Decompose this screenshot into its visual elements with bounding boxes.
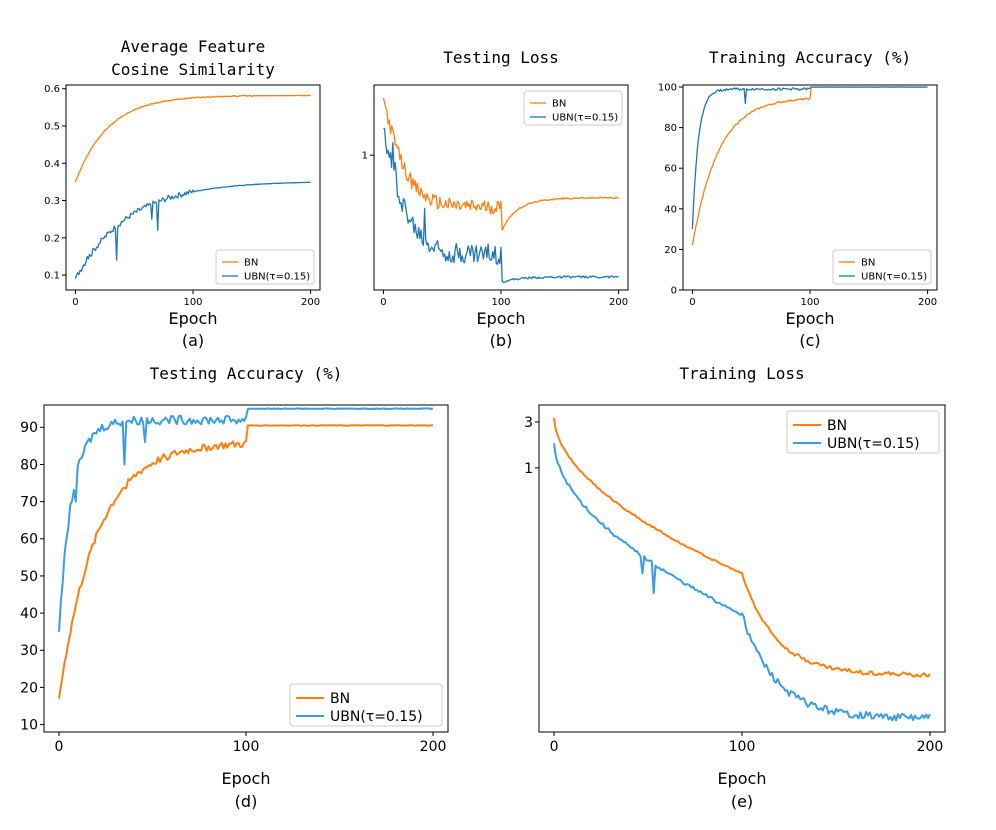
- legend: BN UBN(τ=0.15): [289, 683, 443, 727]
- y-tick-label: 20: [664, 245, 677, 256]
- series-line-ubn: [58, 407, 434, 632]
- series-line-bn: [382, 97, 619, 231]
- y-tick-label: 90: [20, 420, 38, 436]
- x-tick-label: 100: [800, 297, 819, 308]
- x-tick-label: 100: [233, 739, 260, 755]
- x-tick-label: 200: [609, 297, 628, 308]
- x-tick-label: 0: [380, 297, 386, 308]
- series-line-bn: [553, 417, 931, 678]
- series-line-ubn: [691, 86, 928, 230]
- y-tick-label: 50: [20, 569, 38, 585]
- chart-c: Training Accuracy (%) 0 100 200 0 20 40 60 80 100…: [658, 48, 938, 350]
- y-tick-label: 1: [362, 151, 368, 162]
- y-tick-label: 0: [671, 286, 677, 297]
- x-tick-label: 200: [301, 297, 320, 308]
- legend-label: BN: [552, 99, 566, 110]
- x-axis-label: Epoch: [786, 309, 835, 328]
- legend-label: BN: [827, 418, 847, 434]
- chart-title: Training Loss: [679, 364, 804, 383]
- series-line-ubn: [553, 443, 931, 722]
- series-line-bn: [58, 424, 434, 699]
- legend-box: [215, 249, 315, 285]
- y-tick-label: 60: [20, 532, 38, 548]
- figure-caption: (b): [490, 331, 513, 350]
- legend-box: [289, 683, 443, 727]
- y-tick-label: 60: [664, 164, 677, 175]
- figure-caption: (e): [731, 792, 753, 811]
- legend: BN UBN(τ=0.15): [215, 249, 315, 285]
- chart-e: Training Loss 0 100 200 1 3 Epoch (e) BN UBN(τ=0.…: [524, 364, 946, 811]
- chart-b: Testing Loss 0 100 200 1 Epoch (b) BN UBN(τ=0.15…: [362, 48, 629, 350]
- y-tick-label: 0.1: [44, 271, 60, 282]
- x-tick-label: 100: [729, 739, 756, 755]
- y-tick-label: 1: [524, 461, 533, 477]
- chart-title: Training Accuracy (%): [709, 48, 911, 67]
- legend-box: [523, 90, 623, 126]
- y-tick-label: 0.3: [44, 196, 60, 207]
- plot-frame: [43, 404, 449, 733]
- series-line-ubn: [74, 181, 311, 279]
- y-tick-label: 100: [658, 83, 677, 94]
- x-tick-label: 100: [183, 297, 202, 308]
- chart-d: Testing Accuracy (%) 0 100 200 10 20 30 40 50 60 7…: [20, 364, 449, 811]
- x-tick-label: 100: [491, 297, 510, 308]
- legend-label: UBN(τ=0.15): [861, 272, 927, 283]
- legend: BN UBN(τ=0.15): [786, 410, 940, 454]
- legend: BN UBN(τ=0.15): [523, 90, 623, 126]
- chart-title: Testing Loss: [443, 48, 559, 67]
- legend-box: [786, 410, 940, 454]
- x-tick-label: 0: [689, 297, 695, 308]
- figure-caption: (a): [182, 331, 204, 350]
- y-tick-label: 30: [20, 643, 38, 659]
- y-tick-label: 3: [524, 415, 533, 431]
- legend-label: BN: [330, 691, 350, 707]
- legend-label: UBN(τ=0.15): [244, 272, 310, 283]
- x-axis-label: Epoch: [222, 769, 271, 788]
- x-axis-label: Epoch: [718, 769, 767, 788]
- legend-label: UBN(τ=0.15): [827, 436, 920, 452]
- x-tick-label: 200: [420, 739, 447, 755]
- x-tick-label: 0: [72, 297, 78, 308]
- chart-title: Cosine Similarity: [111, 60, 275, 79]
- y-tick-label: 40: [20, 606, 38, 622]
- chart-a: Average Feature Cosine Similarity 0 100 200 0…: [44, 37, 321, 350]
- y-tick-label: 70: [20, 495, 38, 511]
- x-tick-label: 0: [550, 739, 559, 755]
- figure-caption: (d): [235, 792, 258, 811]
- x-axis-label: Epoch: [169, 309, 218, 328]
- x-tick-label: 0: [55, 739, 64, 755]
- legend: BN UBN(τ=0.15): [832, 249, 932, 285]
- legend-box: [832, 249, 932, 285]
- legend-label: BN: [861, 258, 875, 269]
- x-tick-label: 200: [917, 739, 944, 755]
- y-tick-label: 10: [20, 717, 38, 733]
- y-tick-label: 80: [20, 457, 38, 473]
- figure-caption: (c): [799, 331, 820, 350]
- y-tick-label: 0.5: [44, 122, 60, 133]
- legend-label: UBN(τ=0.15): [330, 709, 423, 725]
- x-axis-label: Epoch: [477, 309, 526, 328]
- series-line-bn: [691, 86, 928, 246]
- plot-frame: [538, 404, 946, 733]
- y-tick-label: 0.6: [44, 84, 60, 95]
- y-tick-label: 20: [20, 680, 38, 696]
- legend-label: UBN(τ=0.15): [552, 113, 618, 124]
- chart-title: Testing Accuracy (%): [150, 364, 343, 383]
- series-line-bn: [74, 94, 311, 183]
- x-tick-label: 200: [918, 297, 937, 308]
- y-tick-label: 80: [664, 123, 677, 134]
- chart-title: Average Feature: [121, 37, 266, 56]
- y-tick-label: 40: [664, 204, 677, 215]
- legend-label: BN: [244, 258, 258, 269]
- series-line-ubn: [383, 127, 619, 284]
- y-tick-label: 0.4: [44, 159, 60, 170]
- y-tick-label: 0.2: [44, 233, 60, 244]
